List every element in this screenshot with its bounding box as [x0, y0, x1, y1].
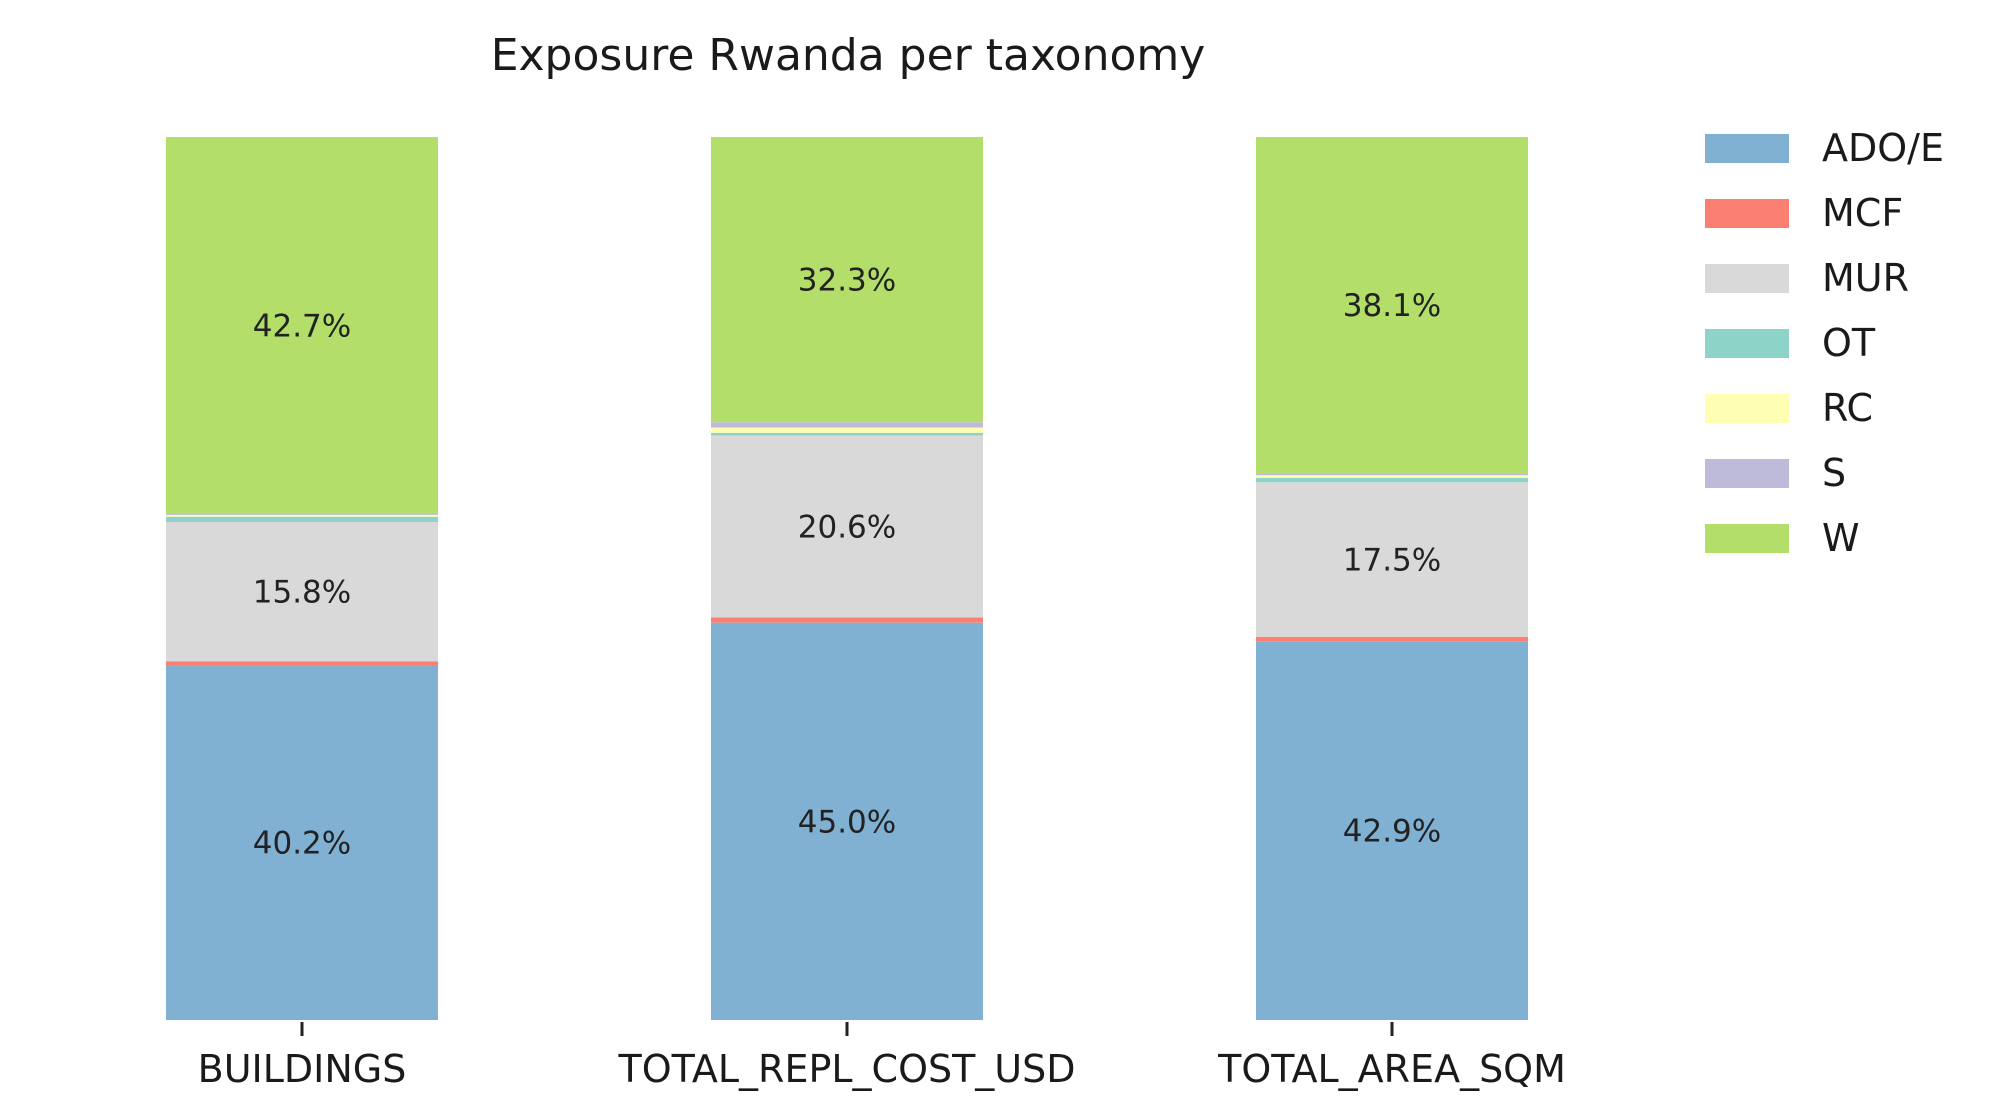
legend-swatch-ot	[1705, 329, 1789, 358]
bar-segment-total-area-sqm-mur	[1256, 482, 1528, 637]
bar-segment-total-area-sqm-s	[1256, 473, 1528, 476]
data-label-total-area-sqm-w: 38.1%	[1343, 288, 1441, 324]
data-label-buildings-ado-e: 40.2%	[253, 826, 351, 862]
bar-segment-total-area-sqm-ot	[1256, 477, 1528, 483]
data-labels-group: 40.2% 15.8% 42.7% 45.0% 20.6% 32.3% 42.9% 17.5%…	[253, 263, 1441, 862]
bar-segment-total-repl-cost-usd-mur	[711, 435, 983, 618]
x-axis: BUILDINGS TOTAL_REPL_COST_USD TOTAL_AREA_S…	[198, 1022, 1566, 1091]
bar-segment-buildings-s	[166, 514, 438, 515]
bar-segment-buildings-mcf	[166, 661, 438, 666]
legend-label-ado-e: ADO/E	[1822, 126, 1944, 170]
bar-segment-total-repl-cost-usd-ot	[711, 432, 983, 436]
bar-segment-total-repl-cost-usd-w	[711, 137, 983, 423]
legend-label-rc: RC	[1822, 386, 1873, 430]
x-tick-label-total-repl-cost-usd: TOTAL_REPL_COST_USD	[617, 1047, 1075, 1091]
legend-label-s: S	[1822, 451, 1846, 495]
chart-title: Exposure Rwanda per taxonomy	[491, 30, 1206, 81]
bar-segment-total-repl-cost-usd-mcf	[711, 617, 983, 623]
data-label-buildings-mur: 15.8%	[253, 575, 351, 611]
x-tick-label-buildings: BUILDINGS	[198, 1047, 407, 1091]
bar-segment-buildings-w	[166, 137, 438, 515]
bar-segment-total-repl-cost-usd-ado-e	[711, 622, 983, 1020]
bar-segment-buildings-ot	[166, 516, 438, 522]
legend-label-mur: MUR	[1822, 256, 1909, 300]
data-label-total-repl-cost-usd-w: 32.3%	[798, 263, 896, 299]
data-label-total-area-sqm-ado-e: 42.9%	[1343, 814, 1441, 850]
bar-segment-total-repl-cost-usd-rc	[711, 427, 983, 433]
legend-swatch-mcf	[1705, 199, 1789, 228]
legend-swatch-w	[1705, 524, 1789, 553]
bar-segment-buildings-rc	[166, 514, 438, 517]
legend-label-ot: OT	[1822, 321, 1876, 365]
bar-segment-total-area-sqm-w	[1256, 137, 1528, 474]
legend: ADO/E MCF MUR OT RC SW	[1705, 126, 1944, 560]
data-label-total-repl-cost-usd-ado-e: 45.0%	[798, 804, 896, 840]
bar-segment-total-area-sqm-mcf	[1256, 636, 1528, 642]
data-label-total-repl-cost-usd-mur: 20.6%	[798, 509, 896, 545]
x-tick-label-total-area-sqm: TOTAL_AREA_SQM	[1217, 1047, 1566, 1091]
legend-swatch-ado-e	[1705, 134, 1789, 163]
bar-segment-buildings-mur	[166, 521, 438, 662]
data-label-total-area-sqm-mur: 17.5%	[1343, 543, 1441, 579]
bar-segment-total-repl-cost-usd-s	[711, 422, 983, 428]
legend-swatch-mur	[1705, 264, 1789, 293]
bars-group	[166, 137, 1528, 1020]
legend-swatch-rc	[1705, 394, 1789, 423]
legend-swatch-s	[1705, 459, 1789, 488]
data-label-buildings-w: 42.7%	[253, 309, 351, 345]
legend-label-w: W	[1822, 516, 1860, 560]
bar-segment-total-area-sqm-ado-e	[1256, 641, 1528, 1020]
legend-label-mcf: MCF	[1822, 191, 1903, 235]
bar-segment-total-area-sqm-rc	[1256, 475, 1528, 478]
bar-segment-buildings-ado-e	[166, 665, 438, 1020]
